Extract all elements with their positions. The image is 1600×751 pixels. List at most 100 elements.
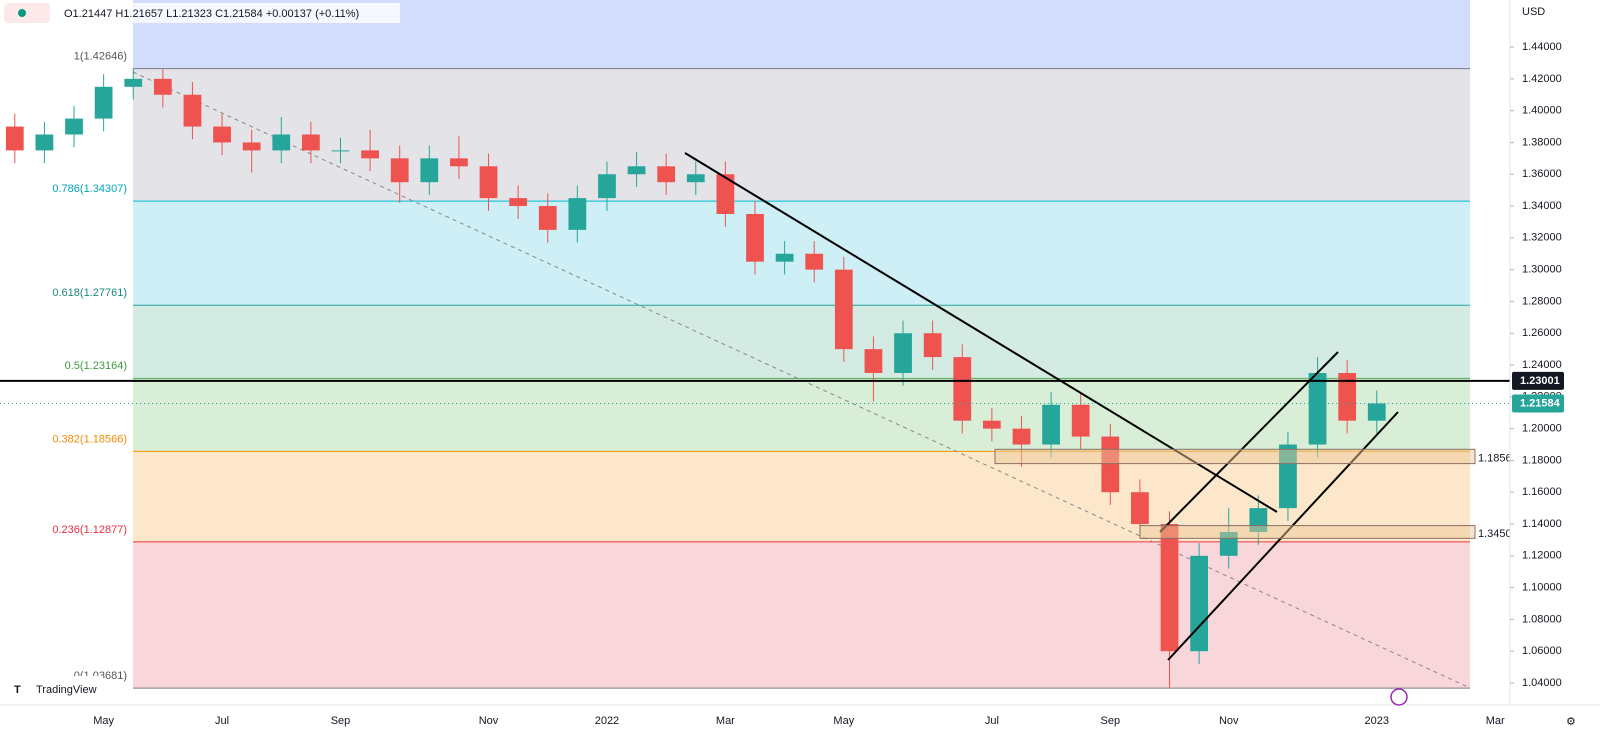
fib-label: 1(1.42646) [74, 50, 127, 62]
zone-label: 1.3450 [1478, 528, 1512, 540]
candle-body [272, 134, 291, 151]
y-tick-label: 1.26000 [1522, 327, 1562, 339]
fib-fill [133, 541, 1470, 689]
legend-bg [58, 3, 400, 23]
x-tick-label: Sep [331, 715, 351, 727]
y-tick-label: 1.08000 [1522, 613, 1562, 625]
candle-body [775, 253, 794, 262]
status-dot [18, 9, 26, 17]
candle-body [35, 134, 54, 151]
y-tick-label: 1.28000 [1522, 295, 1562, 307]
candle-body [1190, 555, 1208, 652]
candle-body [1071, 404, 1090, 437]
candle-body [65, 118, 83, 135]
channel-line [1167, 411, 1399, 661]
candle-body [894, 333, 912, 373]
x-tick-label: Nov [1219, 715, 1239, 727]
candle-body [923, 333, 942, 358]
candle-body [302, 134, 320, 151]
x-tick-label: 2022 [595, 715, 619, 727]
y-tick-label: 1.18000 [1522, 454, 1562, 466]
candle-body [834, 269, 853, 350]
candle-body [982, 420, 1001, 429]
hline-tag [1512, 371, 1564, 390]
candle-body [1160, 524, 1179, 652]
y-tick-label: 1.20000 [1522, 423, 1562, 435]
candle-body [479, 166, 498, 199]
candle-body [390, 158, 409, 183]
candle-body [746, 213, 764, 262]
y-tick-label: 1.30000 [1522, 264, 1562, 276]
y-tick-label: 1.16000 [1522, 486, 1562, 498]
x-tick-label: May [833, 715, 854, 727]
candle-body [805, 253, 824, 270]
candle-body [5, 126, 24, 151]
candle-body [598, 174, 616, 199]
axes: 1.04000 1.06000 1.08000 1.10000 1.12000 1.140… [93, 41, 1564, 727]
candle-body [153, 78, 172, 95]
candle-body [657, 166, 676, 183]
candle-body [538, 206, 557, 230]
candle-body [716, 174, 735, 214]
x-tick-label: May [93, 715, 114, 727]
x-tick-label: 2023 [1365, 715, 1389, 727]
candle-body [213, 126, 231, 143]
trend-line [684, 152, 1278, 513]
y-tick-label: 1.06000 [1522, 645, 1562, 657]
y-tick-label: 1.10000 [1522, 582, 1562, 594]
event-icon[interactable] [1390, 688, 1408, 706]
price-tag [1512, 394, 1564, 413]
settings-icon[interactable]: ⚙ [1566, 716, 1576, 728]
fib-fill [133, 451, 1470, 542]
logo-bg [6, 676, 104, 702]
candle-body [1308, 372, 1327, 445]
logo: TradingView [36, 684, 97, 696]
candle-body [627, 166, 646, 175]
fib-fill [133, 378, 1470, 452]
candle-body [124, 78, 143, 87]
candle-body [361, 150, 379, 159]
candle-body [1279, 444, 1297, 509]
currency[interactable]: USD [1522, 6, 1545, 18]
candle-body [568, 198, 587, 230]
fib-label: 0.382(1.18566) [52, 433, 127, 445]
y-tick-label: 1.32000 [1522, 232, 1562, 244]
zone [994, 448, 1476, 465]
candle-body [94, 86, 113, 119]
time-axis [0, 705, 1600, 746]
fib-label: 0.236(1.12877) [52, 524, 127, 536]
y-tick-label: 1.14000 [1522, 518, 1562, 530]
x-tick-label: Nov [479, 715, 499, 727]
ohlc-legend: O1.21447 H1.21657 L1.21323 C1.21584 +0.0… [64, 8, 359, 20]
candle-body [450, 158, 468, 167]
fib-label: 0.5(1.23164) [65, 360, 127, 372]
candle-body [953, 357, 972, 421]
indicator-badge[interactable] [4, 3, 50, 23]
logo-icon: T [14, 684, 21, 696]
candle-body [686, 174, 705, 183]
candle-body [1042, 404, 1060, 445]
candle-body [331, 150, 350, 152]
y-tick-label: 1.42000 [1522, 73, 1562, 85]
hline-tag-label: 1.23001 [1520, 375, 1560, 387]
price-tag-label: 1.21584 [1520, 397, 1561, 409]
zone [1139, 525, 1476, 539]
background: 1(1.42646) 0.786(1.34307) 0.618(1.27761) 0.… [52, 0, 1470, 689]
candle-body [509, 198, 528, 207]
candle-body [1338, 372, 1357, 421]
fib-fill [133, 68, 1470, 202]
candle-body [183, 94, 202, 127]
fib-label: 0.786(1.34307) [52, 183, 127, 195]
x-tick-label: Mar [1486, 715, 1505, 727]
channel-line [1159, 351, 1339, 533]
x-tick-label: Sep [1101, 715, 1121, 727]
zone-label: 1.1856 [1478, 452, 1512, 464]
candle-body [1012, 428, 1031, 445]
x-tick-label: Jul [215, 715, 229, 727]
y-tick-label: 1.04000 [1522, 677, 1562, 689]
fib-fill [133, 305, 1470, 379]
y-tick-label: 1.24000 [1522, 359, 1562, 371]
y-tick-label: 1.34000 [1522, 200, 1562, 212]
